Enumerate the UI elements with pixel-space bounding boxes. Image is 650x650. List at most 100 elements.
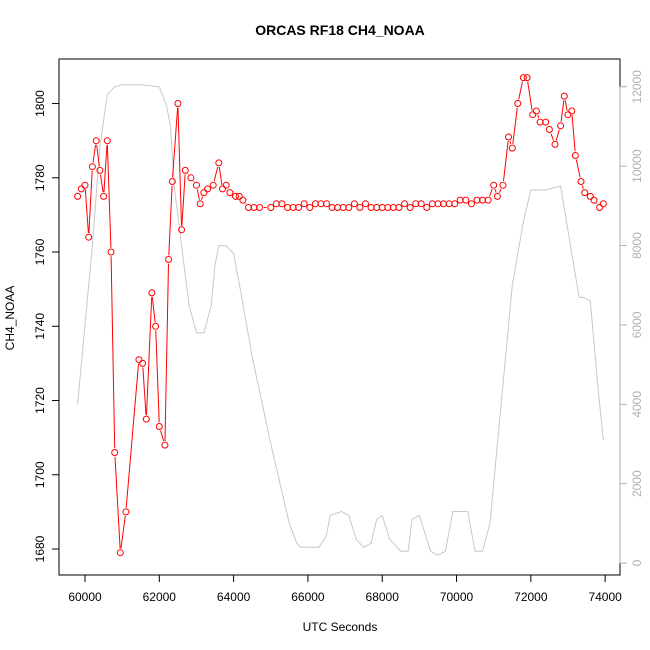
ch4-data-point: [226, 189, 234, 197]
ch4-data-point: [200, 189, 208, 197]
ch4-data-point: [508, 144, 516, 152]
ch4-series-points: [74, 74, 607, 557]
ch4-data-point: [187, 174, 195, 182]
ch4-data-point: [350, 200, 358, 208]
ch4-line-segment: [575, 159, 581, 178]
ch4-data-point: [88, 163, 96, 171]
ch4-data-point: [165, 256, 173, 263]
y2-tick-label: 6000: [630, 311, 644, 338]
ch4-line-segment: [103, 144, 108, 193]
ch4-data-point: [462, 196, 470, 204]
ch4-data-point: [122, 508, 130, 516]
ch4-data-point: [81, 181, 89, 189]
ch4-data-point: [209, 181, 217, 189]
ch4-data-point: [590, 196, 598, 204]
ch4-line-segment: [172, 107, 179, 178]
ch4-line-segment: [125, 363, 139, 508]
ch4-line-segment: [560, 100, 565, 122]
ch4-line-segment: [177, 107, 182, 226]
y-axis-label: CH4_NOAA: [3, 286, 17, 351]
ch4-data-point: [174, 100, 182, 107]
ch4-line-segment: [596, 203, 598, 205]
x-tick-label: 74000: [588, 590, 622, 604]
ch4-data-point: [490, 181, 498, 189]
altitude-series: [77, 84, 604, 556]
ch4-data-point: [451, 200, 459, 208]
ch4-data-point: [77, 185, 85, 193]
x-tick-label: 60000: [68, 590, 102, 604]
ch4-line-segment: [84, 189, 89, 234]
ch4-data-point: [571, 152, 579, 159]
x-axis-label: UTC Seconds: [303, 620, 378, 634]
y-tick-label: 1780: [33, 164, 47, 191]
x-tick-label: 66000: [291, 590, 325, 604]
y2-tick-label: 4000: [630, 391, 644, 418]
ch4-line-segment: [96, 144, 100, 167]
ch4-data-point: [278, 200, 286, 208]
ch4-line-segment: [213, 166, 219, 182]
ch4-line-segment: [192, 180, 195, 183]
ch4-data-point: [568, 107, 576, 115]
ch4-line-segment: [550, 133, 554, 141]
ch4-data-point: [148, 289, 156, 297]
ch4-data-point: [586, 192, 594, 200]
ch4-data-point: [406, 204, 414, 211]
ch4-data-point: [152, 322, 160, 330]
ch4-data-point: [92, 137, 100, 145]
ch4-line-segment: [142, 367, 147, 415]
ch4-data-point: [96, 166, 104, 174]
ch4-line-segment: [503, 141, 509, 182]
ch4-line-segment: [155, 330, 160, 423]
ch4-data-point: [155, 423, 163, 430]
ch4-line-segment: [92, 144, 97, 163]
ch4-data-point: [100, 192, 108, 200]
ch4-data-point: [323, 200, 330, 208]
ch4-data-point: [178, 226, 186, 234]
ch4-data-point: [196, 200, 204, 208]
ch4-data-point: [222, 181, 230, 189]
ch4-data-point: [232, 192, 239, 200]
ch4-data-point: [345, 204, 353, 211]
ch4-line-segment: [564, 100, 568, 111]
ch4-data-point: [577, 178, 585, 185]
ch4-data-point: [135, 356, 143, 364]
ch4-data-point: [204, 185, 212, 193]
y2-tick-label: 12000: [630, 70, 644, 104]
y2-tick-label: 2000: [630, 470, 644, 497]
ch4-line-segment: [537, 114, 540, 119]
ch4-data-point: [103, 137, 111, 145]
x-axis: 60000 62000 64000 66000 68000 70000 72000 74000: [68, 574, 622, 604]
ch4-data-point: [581, 189, 589, 197]
ch4-line-segment: [160, 430, 165, 442]
ch4-data-point: [542, 118, 550, 126]
ch4-data-point: [107, 248, 115, 256]
ch4-line-segment: [489, 188, 493, 197]
ch4-data-point: [505, 133, 512, 141]
x-tick-label: 64000: [217, 590, 251, 604]
y-tick-label: 1680: [33, 535, 47, 562]
ch4-line-segment: [218, 167, 223, 185]
ch4-line-segment: [120, 516, 126, 549]
ch4-data-point: [423, 204, 431, 211]
ch4-line-segment: [571, 115, 576, 152]
ch4-line-segment: [168, 185, 173, 256]
ch4-data-point: [239, 196, 247, 204]
ch4-data-point: [161, 441, 169, 449]
y-tick-label: 1800: [33, 90, 47, 117]
ch4-data-point: [300, 200, 308, 208]
y-axis-left: 1680 1700 1720 1740 1760 1780 1800: [33, 90, 60, 562]
ch4-line-segment: [88, 170, 93, 234]
ch4-data-point: [493, 192, 501, 200]
ch4-line-segment: [498, 188, 502, 193]
ch4-data-point: [417, 200, 425, 208]
ch4-line-segment: [245, 203, 247, 205]
ch4-data-point: [142, 415, 150, 423]
ch4-data-point: [523, 74, 531, 82]
ch4-data-point: [557, 122, 565, 130]
ch4-data-point: [395, 204, 403, 211]
ch4-line-segment: [581, 185, 584, 189]
ch4-data-point: [401, 200, 408, 208]
ch4-data-point: [168, 178, 176, 185]
ch4-data-point: [193, 181, 200, 189]
